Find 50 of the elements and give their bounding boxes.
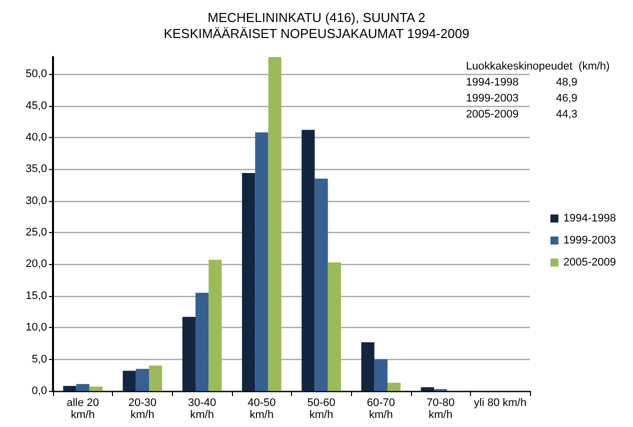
legend-label: 1994-1998: [563, 212, 616, 224]
bar: [328, 262, 341, 391]
y-tick-label: 45,0: [26, 100, 47, 112]
x-tick-label: 60-70 km/h: [366, 397, 396, 421]
y-tick-label: 20,0: [26, 258, 47, 270]
y-tick-label: 25,0: [26, 226, 47, 239]
annotation: 2005-2009: [466, 108, 519, 120]
bar: [182, 316, 196, 391]
bar: [374, 359, 388, 391]
bar: [63, 386, 76, 391]
y-tick-label: 50,0: [26, 68, 47, 80]
bar: [148, 366, 162, 391]
y-tick-label: 15,0: [26, 290, 47, 302]
x-tick-label: alle 20 km/h: [66, 397, 100, 421]
bar: [242, 172, 256, 391]
x-tick-label: 50-60 km/h: [307, 397, 336, 421]
y-tick-label: 0,0: [32, 385, 47, 397]
text: 46,9: [556, 92, 578, 104]
x-tick-label: 30-40 km/h: [188, 397, 216, 421]
chart-subtitle: KESKIMÄÄRÄISET NOPEUSJAKAUMAT 1994-2009: [164, 26, 470, 41]
legend-label: 1999-2003: [563, 234, 616, 246]
bar: [208, 260, 222, 391]
bar: [268, 57, 282, 391]
text: 48,9: [556, 76, 578, 88]
bar: [302, 130, 315, 391]
annotation: 1999-2003: [466, 92, 519, 104]
annotation: 1994-1998: [466, 76, 519, 88]
y-tick-label: 10,0: [26, 322, 47, 334]
y-tick-label: 35,0: [26, 163, 47, 176]
bar: [122, 370, 136, 391]
bar: [76, 384, 90, 391]
bar: [89, 386, 102, 391]
legend-label: 2005-2009: [563, 256, 616, 268]
chart-title: MECHELININKATU (416), SUUNTA 2: [208, 10, 426, 25]
bar: [420, 387, 434, 391]
x-tick-label: 40-50 km/h: [248, 397, 276, 421]
bar: [255, 132, 268, 391]
x-tick-label: 20-30 km/h: [128, 397, 157, 421]
annotation: Luokkakeskinopeudet (km/h): [466, 60, 610, 72]
bar: [314, 178, 328, 391]
y-tick-label: 30,0: [26, 194, 47, 207]
bar: [361, 342, 374, 391]
x-tick-label: yli 80 km/h: [474, 397, 526, 409]
bar: [387, 382, 401, 391]
bar: [196, 292, 209, 391]
y-tick-label: 5,0: [32, 353, 47, 366]
text: 44,3: [556, 108, 578, 120]
bar: [136, 368, 149, 391]
y-tick-label: 40,0: [26, 131, 47, 144]
x-tick-label: 70-80 km/h: [426, 397, 455, 421]
